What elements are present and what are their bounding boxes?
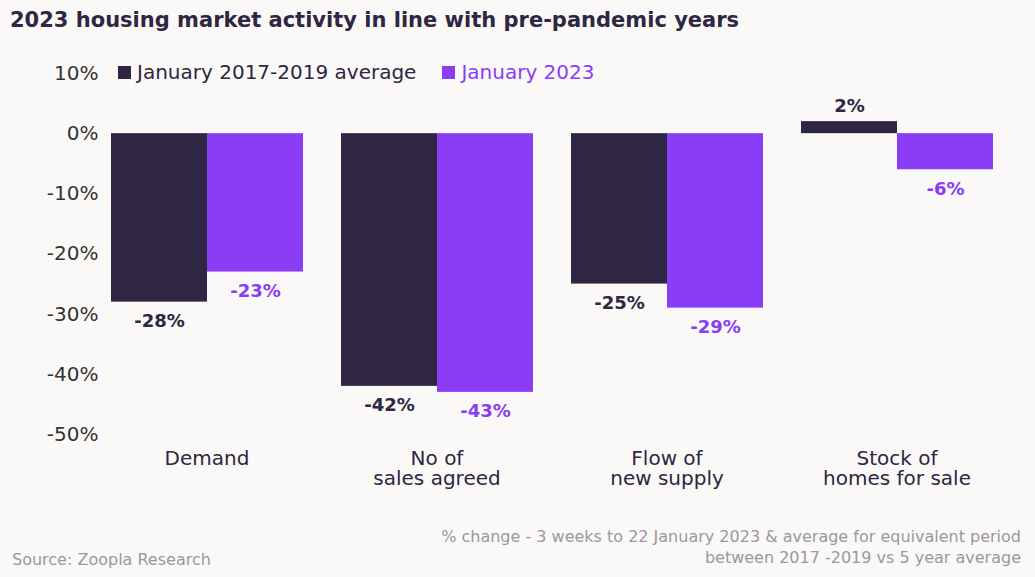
svg-text:Demand: Demand (165, 446, 250, 470)
svg-text:-28%: -28% (134, 310, 185, 331)
svg-text:-10%: -10% (47, 181, 99, 205)
svg-text:-43%: -43% (460, 400, 511, 421)
svg-text:-25%: -25% (594, 292, 645, 313)
html-text:Source: Zoopla Research: Source: Zoopla Research (12, 550, 211, 569)
svg-text:-40%: -40% (47, 362, 99, 386)
svg-text:-6%: -6% (926, 178, 964, 199)
svg-text:-23%: -23% (230, 280, 281, 301)
svg-text:2%: 2% (834, 95, 865, 116)
svg-text:-29%: -29% (690, 316, 741, 337)
svg-text:Flow ofnew supply: Flow ofnew supply (610, 446, 724, 490)
svg-text:-42%: -42% (364, 394, 415, 415)
svg-text:-30%: -30% (47, 302, 99, 326)
html-text:January 2017-2019 average: January 2017-2019 average (137, 60, 417, 84)
svg-text:Stock ofhomes for sale: Stock ofhomes for sale (823, 446, 971, 490)
svg-text:No ofsales agreed: No ofsales agreed (373, 446, 500, 490)
svg-text:-50%: -50% (47, 422, 99, 446)
html-text:January 2023: January 2023 (461, 60, 595, 84)
html-text:% change - 3 weeks to 22 Janua: % change - 3 weeks to 22 January 2023 & … (441, 527, 1021, 568)
svg-text:10%: 10% (54, 61, 98, 85)
svg-text:-20%: -20% (47, 241, 99, 265)
svg-text:0%: 0% (67, 121, 99, 145)
html-text:2023 housing market activity i: 2023 housing market activity in line wit… (10, 8, 740, 32)
